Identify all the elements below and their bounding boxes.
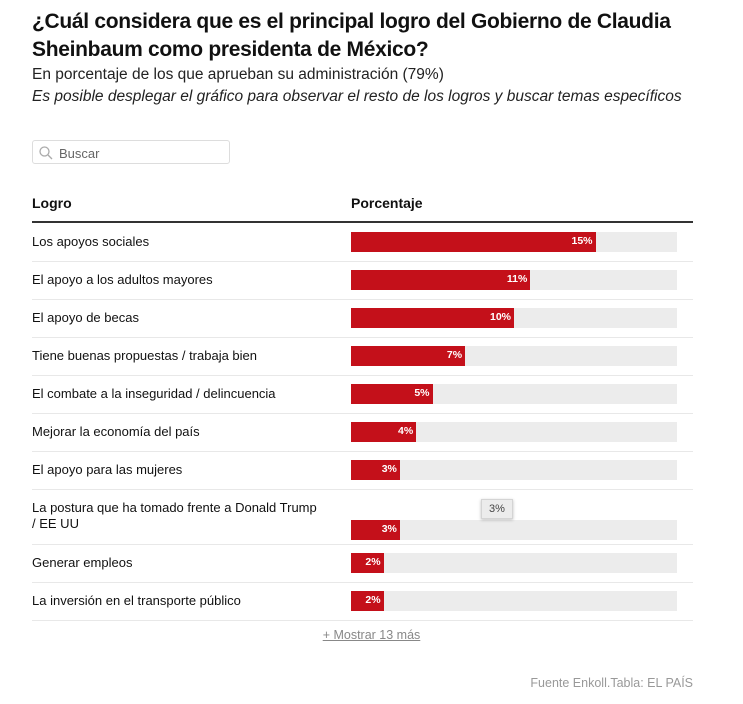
search-icon — [39, 146, 53, 160]
column-header-logro[interactable]: Logro — [32, 195, 72, 211]
bar-value-label: 5% — [414, 387, 430, 399]
bar[interactable]: 4% — [351, 422, 417, 442]
bar[interactable]: 15% — [351, 232, 596, 252]
bar-value-label: 4% — [398, 425, 414, 437]
bar-value-label: 11% — [506, 273, 528, 285]
bar-track: 4% — [351, 422, 677, 442]
row-label: La postura que ha tomado frente a Donald… — [32, 500, 317, 531]
table-row: El combate a la inseguridad / delincuenc… — [32, 376, 693, 414]
bar-track: 10% — [351, 308, 677, 328]
bar-track: 3% — [351, 520, 677, 540]
bar-value-label: 10% — [489, 311, 511, 323]
bar[interactable]: 7% — [351, 346, 466, 366]
show-more-link[interactable]: + Mostrar 13 más — [322, 628, 421, 642]
bar[interactable]: 2% — [351, 553, 384, 573]
bar-track: 5% — [351, 384, 677, 404]
row-label: El apoyo de becas — [32, 310, 139, 325]
bar[interactable]: 11% — [351, 270, 531, 290]
bar[interactable]: 10% — [351, 308, 514, 328]
bar-track: 3% — [351, 460, 677, 480]
header-divider — [32, 221, 693, 223]
row-label: Tiene buenas propuestas / trabaja bien — [32, 348, 258, 363]
bar-value-label: 15% — [571, 235, 593, 247]
table-row: El apoyo de becas 10% — [32, 300, 693, 338]
bar[interactable]: 5% — [351, 384, 433, 404]
table-row: El apoyo para las mujeres 3% — [32, 452, 693, 490]
table-row: Tiene buenas propuestas / trabaja bien 7% — [32, 338, 693, 376]
bar-track: 11% — [351, 270, 677, 290]
bar-value-label: 3% — [381, 523, 397, 535]
row-label: El apoyo a los adultos mayores — [32, 272, 213, 287]
chart-note: Es posible desplegar el gráfico para obs… — [32, 88, 682, 105]
search-box[interactable] — [32, 140, 230, 164]
row-label: La inversión en el transporte público — [32, 593, 241, 608]
bar[interactable]: 3% — [351, 460, 400, 480]
table-row: El apoyo a los adultos mayores 11% — [32, 262, 693, 300]
row-label: El combate a la inseguridad / delincuenc… — [32, 386, 276, 401]
row-label: Mejorar la economía del país — [32, 424, 200, 439]
column-header-porcentaje[interactable]: Porcentaje — [351, 195, 423, 211]
bar-value-label: 2% — [365, 594, 381, 606]
row-label: Los apoyos sociales — [32, 234, 150, 249]
bar-track: 7% — [351, 346, 677, 366]
bar[interactable]: 2% — [351, 591, 384, 611]
bar-track: 2% — [351, 553, 677, 573]
bar-value-label: 2% — [365, 556, 381, 568]
table-row: Los apoyos sociales 15% — [32, 224, 693, 262]
chart-title: ¿Cuál considera que es el principal logr… — [32, 10, 671, 61]
table-row: Generar empleos 2% — [32, 545, 693, 583]
table-row: La postura que ha tomado frente a Donald… — [32, 490, 693, 545]
bar-value-label: 7% — [446, 349, 463, 361]
row-label: Generar empleos — [32, 555, 133, 570]
bar-value-label: 3% — [381, 463, 397, 475]
tooltip: 3% — [481, 499, 513, 519]
bar-track: 15% — [351, 232, 677, 252]
bar-track: 2% — [351, 591, 677, 611]
source-credit: Fuente Enkoll.Tabla: EL PAÍS — [530, 676, 693, 690]
chart-subtitle: En porcentaje de los que aprueban su adm… — [32, 66, 444, 83]
search-input[interactable] — [57, 143, 226, 163]
table-row: La inversión en el transporte público 2% — [32, 583, 693, 621]
bar[interactable]: 3% — [351, 520, 400, 540]
table-row: Mejorar la economía del país 4% — [32, 414, 693, 452]
row-label: El apoyo para las mujeres — [32, 462, 183, 477]
